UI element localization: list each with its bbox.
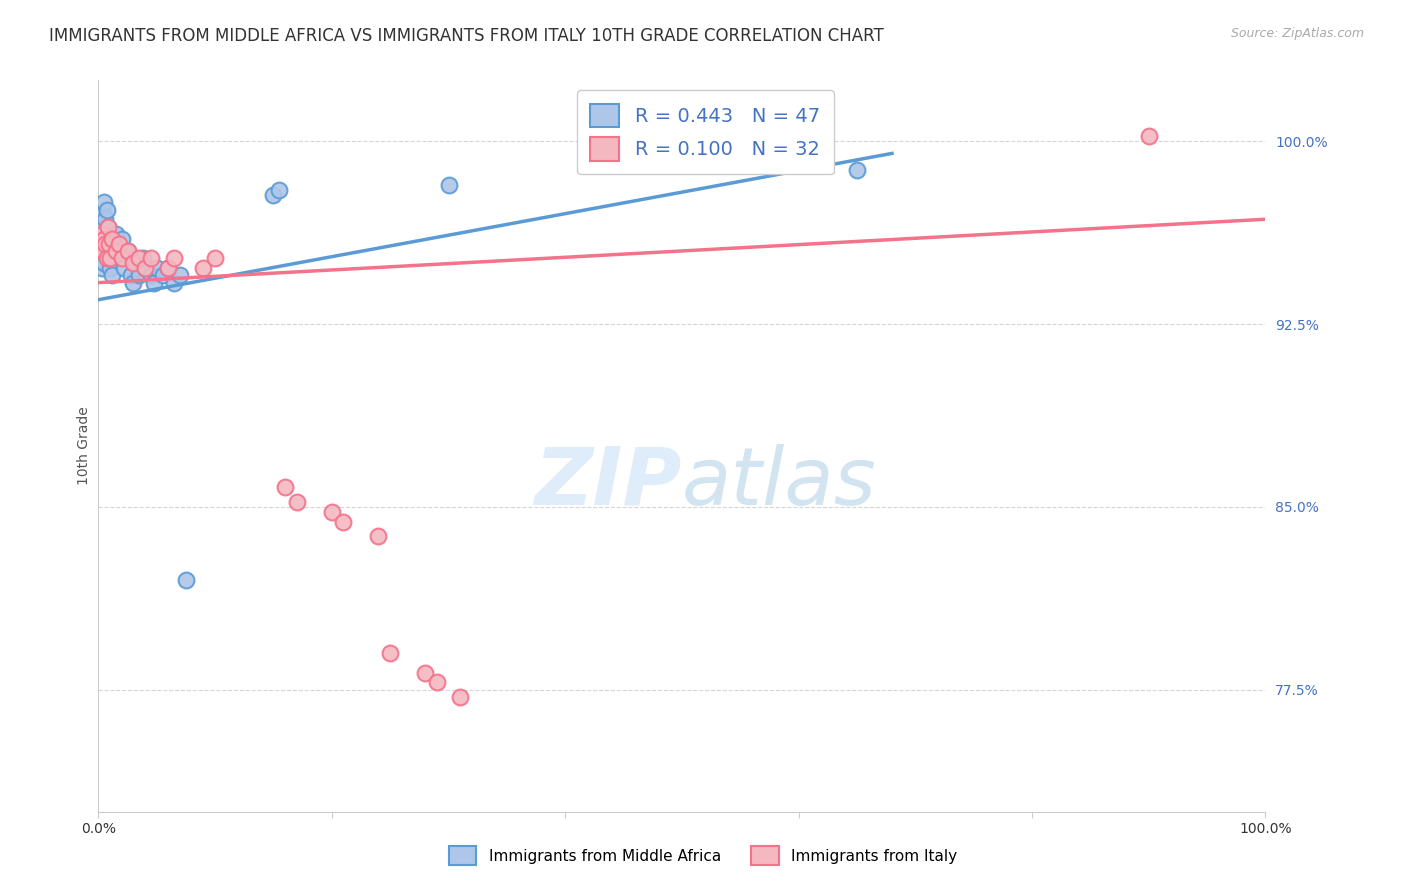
Point [90,260,112,275]
Point [332,515,354,529]
Point [846,163,869,178]
Point [93,195,115,210]
Point [117,244,139,258]
Point [139,268,162,283]
Point [97,236,120,251]
Legend: R = 0.443   N = 47, R = 0.100   N = 32: R = 0.443 N = 47, R = 0.100 N = 32 [576,90,834,175]
Point [269,183,291,197]
Point [134,260,156,275]
Point [93,236,115,251]
Point [94,232,117,246]
Point [132,252,155,266]
Point [94,212,117,227]
Point [285,495,308,509]
Point [122,276,145,290]
Point [90,219,112,234]
Point [105,244,128,258]
Point [169,268,191,283]
Point [90,244,112,258]
Point [120,268,142,283]
Point [134,260,156,275]
Point [174,573,197,587]
Point [449,690,471,705]
Point [157,260,180,275]
Text: Source: ZipAtlas.com: Source: ZipAtlas.com [1230,27,1364,40]
Point [97,219,120,234]
Point [413,665,436,680]
Point [94,236,117,251]
Y-axis label: 10th Grade: 10th Grade [77,407,91,485]
Point [122,256,145,270]
Point [139,252,162,266]
Point [96,244,118,258]
Point [128,268,150,283]
Point [91,244,114,258]
Point [204,252,226,266]
Point [108,252,131,266]
Point [90,236,112,251]
Point [380,646,402,660]
Point [104,227,127,241]
Point [108,236,131,251]
Point [98,252,121,266]
Point [321,505,343,519]
Point [262,187,284,202]
Point [97,236,120,251]
Point [163,252,186,266]
Text: atlas: atlas [682,443,877,522]
Point [125,256,148,270]
Point [117,244,139,258]
Point [90,232,112,246]
Point [101,232,124,246]
Point [104,244,127,258]
Point [152,268,174,283]
Point [97,252,120,266]
Point [112,260,135,275]
Point [146,260,169,275]
Point [97,219,120,234]
Text: IMMIGRANTS FROM MIDDLE AFRICA VS IMMIGRANTS FROM ITALY 10TH GRADE CORRELATION CH: IMMIGRANTS FROM MIDDLE AFRICA VS IMMIGRA… [49,27,884,45]
Point [128,252,150,266]
Point [111,232,134,246]
Point [163,276,186,290]
Point [91,227,114,241]
Point [111,252,134,266]
Point [274,480,297,494]
Point [98,232,121,246]
Point [437,178,460,193]
Point [96,252,118,266]
Point [93,232,115,246]
Point [367,529,389,543]
Point [90,227,112,241]
Point [96,202,118,217]
Point [98,260,121,275]
Point [90,252,112,266]
Point [811,153,834,168]
Point [91,207,114,221]
Point [426,675,449,690]
Point [90,236,112,251]
Point [1137,129,1160,144]
Point [103,236,125,251]
Legend: Immigrants from Middle Africa, Immigrants from Italy: Immigrants from Middle Africa, Immigrant… [443,840,963,871]
Point [101,268,124,283]
Text: ZIP: ZIP [534,443,682,522]
Point [143,276,166,290]
Point [193,260,215,275]
Point [93,256,115,270]
Point [157,260,180,275]
